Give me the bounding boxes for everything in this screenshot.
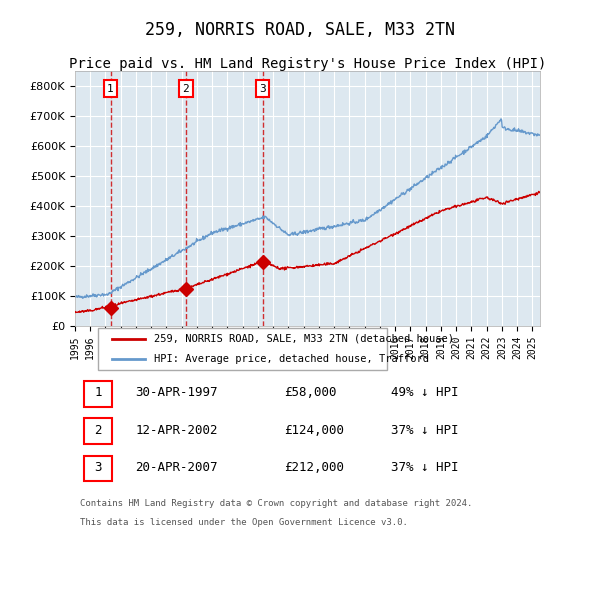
Text: 1: 1	[107, 84, 114, 94]
FancyBboxPatch shape	[84, 418, 112, 444]
Text: HPI: Average price, detached house, Trafford: HPI: Average price, detached house, Traf…	[154, 354, 429, 364]
Title: Price paid vs. HM Land Registry's House Price Index (HPI): Price paid vs. HM Land Registry's House …	[69, 57, 546, 71]
Text: This data is licensed under the Open Government Licence v3.0.: This data is licensed under the Open Gov…	[80, 517, 407, 527]
Text: 259, NORRIS ROAD, SALE, M33 2TN (detached house): 259, NORRIS ROAD, SALE, M33 2TN (detache…	[154, 334, 454, 344]
Text: Contains HM Land Registry data © Crown copyright and database right 2024.: Contains HM Land Registry data © Crown c…	[80, 499, 472, 508]
Text: 259, NORRIS ROAD, SALE, M33 2TN: 259, NORRIS ROAD, SALE, M33 2TN	[145, 21, 455, 39]
Text: 12-APR-2002: 12-APR-2002	[136, 424, 218, 437]
Text: 2: 2	[95, 424, 102, 437]
Text: 2: 2	[182, 84, 190, 94]
Text: £58,000: £58,000	[284, 386, 337, 399]
Text: 1: 1	[95, 386, 102, 399]
Text: 20-APR-2007: 20-APR-2007	[136, 461, 218, 474]
Text: 3: 3	[95, 461, 102, 474]
Text: 3: 3	[259, 84, 266, 94]
Text: £212,000: £212,000	[284, 461, 344, 474]
Text: 37% ↓ HPI: 37% ↓ HPI	[391, 461, 459, 474]
FancyBboxPatch shape	[84, 455, 112, 481]
FancyBboxPatch shape	[98, 328, 386, 370]
Text: £124,000: £124,000	[284, 424, 344, 437]
Text: 49% ↓ HPI: 49% ↓ HPI	[391, 386, 459, 399]
FancyBboxPatch shape	[84, 381, 112, 407]
Text: 30-APR-1997: 30-APR-1997	[136, 386, 218, 399]
Text: 37% ↓ HPI: 37% ↓ HPI	[391, 424, 459, 437]
